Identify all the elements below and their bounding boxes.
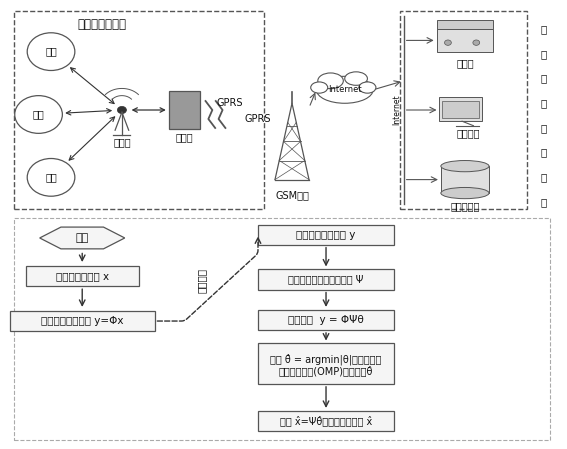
FancyBboxPatch shape	[442, 101, 479, 118]
FancyBboxPatch shape	[258, 224, 394, 245]
FancyBboxPatch shape	[26, 266, 139, 286]
Ellipse shape	[318, 73, 343, 89]
Text: 程: 程	[540, 49, 547, 59]
Text: 单: 单	[540, 172, 547, 182]
Text: 无线传感器网络: 无线传感器网络	[78, 18, 126, 31]
Text: 获取传感器数据 x: 获取传感器数据 x	[56, 271, 109, 281]
Text: 数据中心库: 数据中心库	[450, 202, 480, 211]
Ellipse shape	[441, 160, 489, 172]
FancyBboxPatch shape	[169, 91, 200, 129]
Text: 构建模型  y = ΦΨθ: 构建模型 y = ΦΨθ	[288, 315, 364, 325]
FancyBboxPatch shape	[258, 269, 394, 290]
FancyBboxPatch shape	[258, 411, 394, 431]
Polygon shape	[40, 227, 125, 249]
FancyBboxPatch shape	[441, 166, 489, 193]
Text: 服务器: 服务器	[456, 58, 474, 68]
Text: 根据 θ̂ = argmin|θ|，采用正交: 根据 θ̂ = argmin|θ|，采用正交	[270, 353, 382, 365]
Text: 无线传输: 无线传输	[196, 268, 206, 293]
Text: 实: 实	[540, 74, 547, 84]
Bar	[14, 218, 550, 440]
FancyBboxPatch shape	[439, 97, 482, 121]
Circle shape	[473, 40, 480, 45]
Text: 远: 远	[540, 24, 547, 34]
FancyBboxPatch shape	[258, 310, 394, 330]
Circle shape	[15, 96, 62, 133]
Ellipse shape	[316, 76, 373, 103]
Text: 元: 元	[540, 197, 547, 207]
Text: 观测传感数据，得 y=Φx: 观测传感数据，得 y=Φx	[41, 316, 124, 326]
Text: 节点: 节点	[33, 110, 44, 119]
Circle shape	[117, 106, 126, 114]
Text: GPRS: GPRS	[245, 114, 271, 124]
FancyBboxPatch shape	[258, 343, 394, 384]
FancyBboxPatch shape	[437, 20, 493, 29]
Text: GSM基站: GSM基站	[275, 190, 309, 200]
Bar	[14, 11, 264, 209]
Circle shape	[445, 40, 451, 45]
Text: 开始: 开始	[75, 233, 89, 243]
Ellipse shape	[359, 82, 376, 93]
Text: 时: 时	[540, 98, 547, 108]
Circle shape	[27, 33, 75, 70]
Ellipse shape	[441, 188, 489, 199]
Text: 节点: 节点	[45, 47, 57, 57]
Text: 控: 控	[540, 148, 547, 158]
Text: Internet: Internet	[392, 95, 401, 125]
Ellipse shape	[311, 82, 328, 93]
Text: GPRS: GPRS	[217, 98, 243, 108]
Text: 匹配追踪算法(OMP)求解系数θ̂: 匹配追踪算法(OMP)求解系数θ̂	[279, 365, 373, 376]
Text: 路由器: 路由器	[113, 137, 131, 147]
Text: Internet: Internet	[328, 85, 362, 94]
Text: 监控端接收到数据 y: 监控端接收到数据 y	[297, 229, 356, 240]
Circle shape	[27, 158, 75, 196]
FancyBboxPatch shape	[10, 311, 154, 331]
Bar	[400, 11, 527, 209]
Text: 节点: 节点	[45, 172, 57, 182]
Text: 监: 监	[540, 123, 547, 133]
FancyBboxPatch shape	[437, 29, 493, 52]
Text: 根据 x̂=Ψθ̂，重构传感数据 x̂: 根据 x̂=Ψθ̂，重构传感数据 x̂	[280, 415, 372, 427]
Text: 协调器: 协调器	[175, 132, 193, 142]
Text: 构造双正交小波变换矩阵 Ψ: 构造双正交小波变换矩阵 Ψ	[289, 274, 363, 285]
Ellipse shape	[345, 72, 367, 85]
Text: 监控中心: 监控中心	[456, 128, 480, 138]
